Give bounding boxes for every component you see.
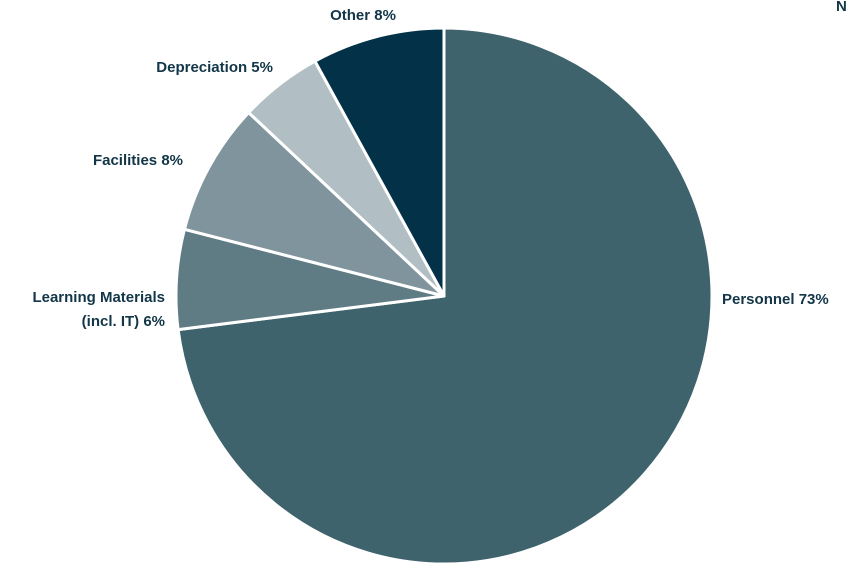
- slice-label: Learning Materials (incl. IT) 6%: [32, 289, 165, 330]
- corner-text: N: [836, 0, 847, 15]
- slice-label: Personnel 73%: [722, 291, 829, 308]
- pie-slice: [182, 111, 446, 298]
- pie-labels: Personnel 73% Learning Materials (incl. IT…: [32, 7, 828, 330]
- slice-label: Depreciation 5%: [156, 59, 273, 76]
- slice-label: Other 8%: [330, 7, 396, 24]
- pie-slices: [174, 26, 714, 565]
- pie-slice: [313, 26, 446, 298]
- slice-label: Facilities 8%: [93, 152, 183, 169]
